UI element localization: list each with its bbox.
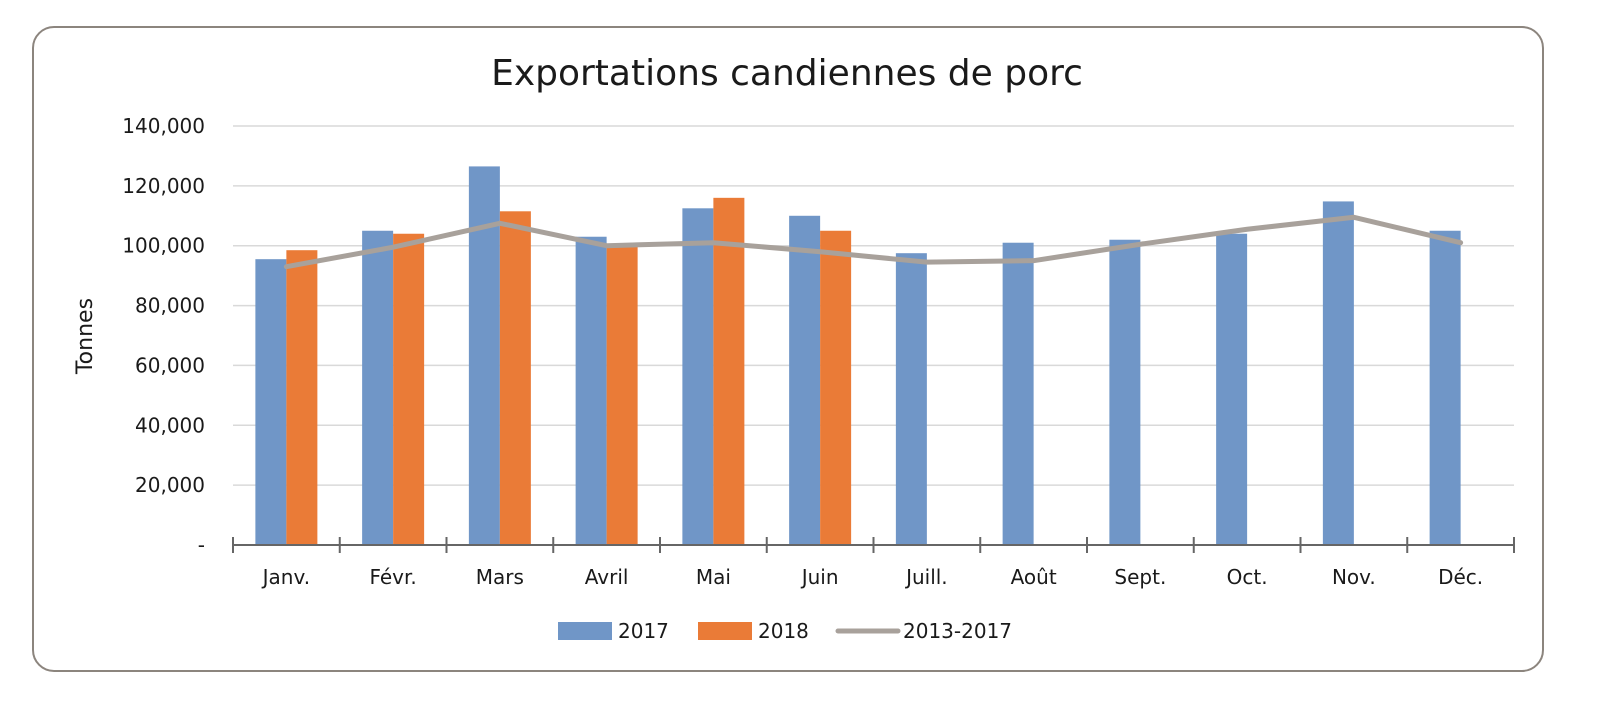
legend-label: 2013-2017	[903, 619, 1012, 643]
x-tick-label: Août	[1011, 565, 1057, 589]
bar-2017	[575, 236, 607, 545]
x-tick-label: Févr.	[369, 565, 416, 589]
bar-2017	[1429, 230, 1461, 545]
legend-label: 2018	[758, 619, 809, 643]
x-tick-label: Déc.	[1438, 565, 1483, 589]
y-tick-label: 120,000	[122, 174, 205, 198]
bar-2017	[1322, 201, 1354, 546]
x-tick-label: Sept.	[1114, 565, 1166, 589]
y-axis-label: Tonnes	[73, 298, 98, 375]
bar-2017	[895, 253, 927, 546]
bar-2017	[789, 215, 821, 546]
bar-2018	[499, 211, 531, 545]
x-tick-label: Janv.	[261, 565, 310, 589]
legend-swatch-2017	[558, 622, 612, 640]
bar-2017	[1109, 239, 1141, 545]
y-ticks: - 20,000 40,000 60,000 80,000 100,000 120,000 1…	[122, 114, 205, 557]
bar-2017	[1002, 242, 1034, 545]
y-tick-label: 140,000	[122, 114, 205, 138]
x-tick-label: Juill.	[904, 565, 948, 589]
x-tick-label: Avril	[585, 565, 629, 589]
x-tick-label: Mai	[696, 565, 731, 589]
y-tick-label: -	[198, 533, 205, 557]
x-tick-label: Nov.	[1332, 565, 1376, 589]
legend-label: 2017	[618, 619, 669, 643]
y-tick-label: 20,000	[135, 473, 205, 497]
bar-2018	[286, 250, 318, 546]
y-tick-label: 80,000	[135, 294, 205, 318]
bar-2017	[1216, 233, 1248, 545]
average-line	[283, 214, 1464, 270]
legend-swatch-2018	[698, 622, 752, 640]
x-ticks: Janv. Févr. Mars Avril Mai Juin Juill. Août Sept…	[261, 565, 1484, 589]
y-tick-label: 60,000	[135, 353, 205, 377]
bar-2018	[713, 197, 745, 546]
y-tick-label: 40,000	[135, 413, 205, 437]
grid-lines	[233, 125, 1514, 486]
bar-2018	[606, 245, 638, 545]
line-2013-2017	[283, 214, 1464, 270]
bar-2017	[362, 230, 394, 545]
x-tick-label: Oct.	[1227, 565, 1268, 589]
bar-2018	[820, 230, 852, 545]
chart-title: Exportations candiennes de porc	[491, 53, 1083, 94]
x-tick-label: Juin	[800, 565, 839, 589]
x-tick-label: Mars	[476, 565, 524, 589]
bar-2017	[255, 259, 287, 545]
legend: 2017 2018 2013-2017	[558, 619, 1012, 643]
bar-2018	[393, 233, 425, 545]
bar-2017	[682, 208, 714, 545]
y-tick-label: 100,000	[122, 234, 205, 258]
x-axis	[232, 537, 1515, 553]
